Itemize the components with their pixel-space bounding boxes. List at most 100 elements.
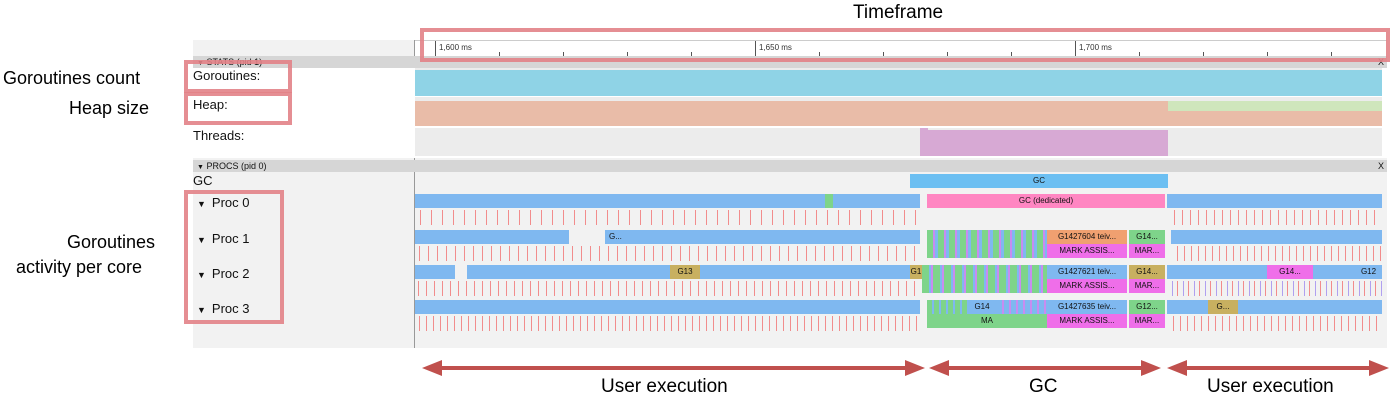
- proc0-goroutines-pre: [415, 194, 920, 208]
- proc1-goroutines-a: [415, 230, 569, 244]
- collapse-triangle-icon[interactable]: ▼: [197, 235, 206, 245]
- tick-minor: [1267, 52, 1268, 57]
- collapse-triangle-icon[interactable]: ▼: [197, 270, 206, 280]
- time-ruler[interactable]: 1,600 ms 1,650 ms 1,700 ms: [415, 40, 1387, 57]
- tick-minor: [819, 52, 820, 57]
- threads-row-label: Threads:: [193, 128, 245, 143]
- goroutines-highlight-box: [184, 60, 292, 93]
- label-column-divider: [414, 40, 415, 348]
- proc1-event-spikes: [1171, 246, 1382, 261]
- proc2-goroutines-a: [415, 265, 455, 279]
- heap-highlight-box: [184, 92, 292, 125]
- tick-major: [435, 41, 436, 57]
- proc2-track[interactable]: G13 G1 G1427621 teiv... G14... MARK ASSI…: [415, 264, 1382, 298]
- proc2-goroutine-3[interactable]: G14...: [1129, 265, 1165, 279]
- proc1-label[interactable]: ▼ Proc 1: [197, 231, 250, 246]
- tick-minor: [883, 52, 884, 57]
- goroutines-counter-track[interactable]: [415, 68, 1382, 96]
- phase-arrows: [422, 360, 1389, 376]
- user-execution-right-label: User execution: [1207, 376, 1334, 397]
- proc0-goroutines-post: [1167, 194, 1382, 208]
- proc2-goroutine-g13[interactable]: G13: [670, 265, 700, 279]
- proc1-mark-assist-short[interactable]: MAR...: [1129, 244, 1165, 258]
- close-icon[interactable]: X: [1377, 161, 1384, 171]
- proc3-event-spikes: [415, 316, 920, 331]
- proc3-mark-assist-short[interactable]: MAR...: [1129, 314, 1165, 328]
- heap-area-green: [1168, 101, 1382, 111]
- proc3-label[interactable]: ▼ Proc 3: [197, 301, 250, 316]
- proc2-mark-assist-short[interactable]: MAR...: [1129, 279, 1165, 293]
- proc1-goroutine-1[interactable]: G1427604 teiv...: [1047, 230, 1127, 244]
- heap-counter-track[interactable]: [415, 97, 1382, 126]
- proc3-goroutines-pre: [415, 300, 920, 314]
- tick-minor: [563, 52, 564, 57]
- goroutines-count-annotation: Goroutines count: [3, 68, 141, 88]
- tick-major: [755, 41, 756, 57]
- gc-row-label: GC: [193, 173, 213, 188]
- proc0-event-spikes: [1167, 210, 1382, 225]
- proc1-gc-mix: [927, 230, 1047, 258]
- proc2-label[interactable]: ▼ Proc 2: [197, 266, 250, 281]
- tick-label: 1,600 ms: [439, 43, 472, 52]
- proc1-goroutines-post: [1171, 230, 1382, 244]
- proc3-track[interactable]: G14 G1427635 teiv... G12... MA MARK ASSI…: [415, 299, 1382, 333]
- activity-annotation-line2: activity per core: [16, 257, 143, 277]
- gc-phase-label: GC: [1029, 376, 1058, 397]
- proc3-goroutine-g14[interactable]: G14: [967, 300, 997, 314]
- tick-minor: [1331, 52, 1332, 57]
- proc0-event-spikes: [415, 210, 920, 225]
- proc3-goroutine-2[interactable]: G12...: [1129, 300, 1165, 314]
- proc2-goroutine-g1[interactable]: G1: [910, 265, 922, 279]
- collapse-triangle-icon[interactable]: ▼: [197, 164, 204, 171]
- proc2-goroutine-2[interactable]: G1427621 teiv...: [1047, 265, 1127, 279]
- tick-minor: [1011, 52, 1012, 57]
- tick-label: 1,700 ms: [1079, 43, 1112, 52]
- gc-phase-arrow: [929, 360, 1161, 376]
- proc2-mark-assist[interactable]: MARK ASSIS...: [1047, 279, 1127, 293]
- proc2-goroutine-4[interactable]: G14...: [1267, 265, 1313, 279]
- proc2-goroutines-b: [467, 265, 687, 279]
- proc1-goroutine-2[interactable]: G14...: [1129, 230, 1165, 244]
- proc2-goroutines-c: [700, 265, 910, 279]
- proc1-mark-assist[interactable]: MARK ASSIS...: [1047, 244, 1127, 258]
- threads-counter-track[interactable]: [415, 128, 1382, 156]
- threads-area: [920, 130, 1168, 156]
- tick-label: 1,650 ms: [759, 43, 792, 52]
- proc3-goroutine-1[interactable]: G1427635 teiv...: [1047, 300, 1127, 314]
- proc2-goroutine-5[interactable]: G12: [1355, 265, 1382, 279]
- proc3-goroutines-post: [1167, 300, 1382, 314]
- proc3-gc-mix: [927, 300, 967, 314]
- proc1-track[interactable]: G... G1427604 teiv... G14... MARK ASSIS.…: [415, 229, 1382, 263]
- tick-minor: [627, 52, 628, 57]
- goroutines-row-label: Goroutines:: [193, 68, 261, 83]
- collapse-triangle-icon[interactable]: ▼: [197, 305, 206, 315]
- proc1-goroutine-short[interactable]: G...: [605, 230, 920, 244]
- gc-bar[interactable]: GC: [910, 174, 1168, 188]
- activity-annotation-line1: Goroutines: [67, 232, 156, 252]
- proc3-event-spikes: [1167, 316, 1382, 331]
- timeframe-annotation: Timeframe: [853, 2, 944, 23]
- procs-header-label: PROCS (pid 0): [206, 161, 267, 171]
- tick-minor: [691, 52, 692, 57]
- proc3-gc-mix-b: [997, 300, 1047, 314]
- tick-minor: [1203, 52, 1204, 57]
- tick-minor: [947, 52, 948, 57]
- proc3-mark-assist[interactable]: MARK ASSIS...: [1047, 314, 1127, 328]
- proc0-gc-dedicated[interactable]: GC (dedicated): [927, 194, 1165, 208]
- heap-area: [415, 101, 1168, 126]
- proc3-goroutine-3[interactable]: G...: [1208, 300, 1238, 314]
- tick-major: [1075, 41, 1076, 57]
- collapse-triangle-icon[interactable]: ▼: [197, 199, 206, 209]
- timeframe-highlight-box: [420, 28, 1390, 62]
- close-icon[interactable]: X: [1377, 57, 1384, 67]
- proc0-green-slice: [825, 194, 833, 208]
- heap-area-lower: [1168, 111, 1382, 126]
- procs-section-header[interactable]: ▼ PROCS (pid 0) X: [193, 160, 1387, 172]
- user-execution-left-arrow: [422, 360, 925, 376]
- heap-size-annotation: Heap size: [69, 98, 150, 118]
- tick-minor: [1139, 52, 1140, 57]
- proc1-event-spikes: [415, 246, 920, 261]
- proc0-label[interactable]: ▼ Proc 0: [197, 195, 250, 210]
- proc0-track[interactable]: GC (dedicated): [415, 193, 1382, 227]
- proc3-ma[interactable]: MA: [927, 314, 1047, 328]
